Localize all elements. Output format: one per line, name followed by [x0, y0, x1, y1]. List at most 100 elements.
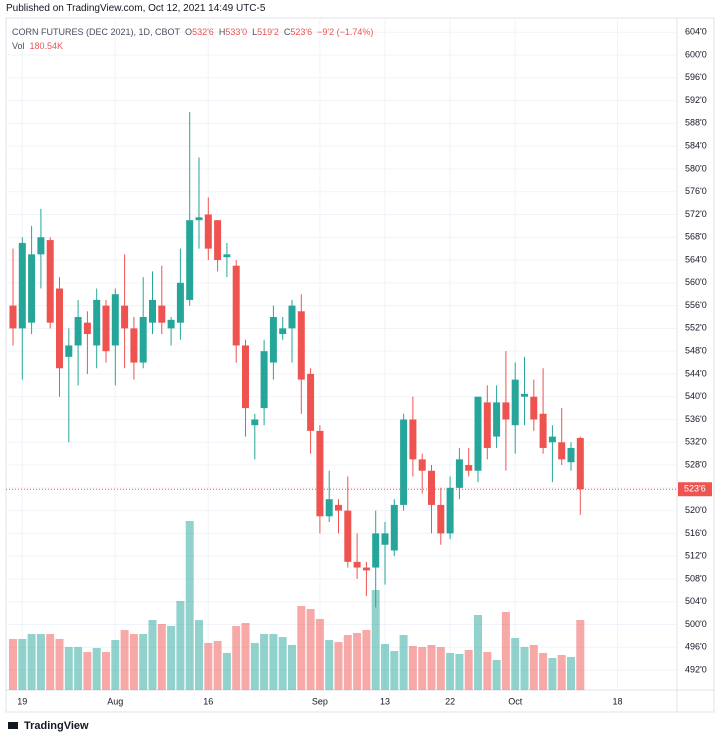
volume-bar — [315, 618, 324, 690]
volume-bar — [408, 646, 417, 690]
candle-body — [93, 299, 101, 346]
candle-body — [474, 396, 482, 471]
candle-body — [400, 419, 408, 505]
candle-body — [409, 419, 417, 460]
volume-bar — [446, 652, 455, 690]
x-tick-label: 13 — [380, 696, 390, 706]
candle-body — [372, 533, 380, 568]
volume-bar — [325, 639, 334, 690]
candle-body — [548, 436, 556, 443]
legend-value: 532'6 — [192, 27, 214, 37]
candle-body — [195, 217, 203, 221]
volume-bar — [576, 620, 585, 690]
volume-bar — [148, 619, 157, 690]
volume-bar — [204, 642, 213, 690]
volume-bar — [185, 521, 194, 690]
y-tick-label: 584'0 — [685, 141, 707, 151]
volume-bar — [483, 652, 492, 690]
candle-body — [483, 402, 491, 448]
candle-body — [437, 504, 445, 534]
candle-body — [418, 459, 426, 471]
volume-bar — [27, 633, 36, 690]
candle-body — [381, 533, 389, 545]
volume-bar — [241, 622, 250, 690]
y-tick-label: 580'0 — [685, 163, 707, 173]
legend-change: −9'2 (−1.74%) — [317, 27, 374, 37]
volume-bar — [297, 606, 306, 690]
grid — [6, 18, 677, 690]
y-tick-label: 564'0 — [685, 254, 707, 264]
legend-value: 523'6 — [290, 27, 313, 37]
volume-bar — [195, 619, 203, 690]
legend-value: 180.54K — [29, 41, 64, 51]
candle-body — [446, 487, 454, 534]
candle-body — [502, 402, 510, 420]
candle-body — [428, 470, 435, 505]
y-tick-label: 540'0 — [685, 391, 707, 401]
legend-key: L — [252, 27, 258, 37]
y-tick-label: 532'0 — [685, 437, 707, 447]
volume-bar — [222, 652, 231, 690]
candle-body — [307, 373, 315, 431]
legend-row: Vol 180.54K — [12, 39, 373, 53]
candle-body — [530, 396, 538, 420]
volume-bar — [278, 637, 287, 690]
volume-bar — [74, 646, 83, 690]
y-tick-label: 560'0 — [685, 277, 707, 287]
y-tick-label: 528'0 — [685, 459, 707, 469]
candle-body — [511, 379, 519, 426]
brand: TradingView — [24, 720, 89, 732]
candle-body — [362, 567, 370, 571]
legend: CORN FUTURES (DEC 2021), 1D, CBOT O532'6… — [12, 25, 373, 53]
legend-value: 533'0 — [225, 27, 248, 37]
candle-body — [158, 305, 166, 323]
candle-body — [74, 316, 82, 346]
y-tick-label: 512'0 — [685, 551, 707, 561]
y-tick-label: 552'0 — [685, 323, 707, 333]
y-tick-label: 508'0 — [685, 573, 707, 583]
y-tick-label: 504'0 — [685, 596, 707, 606]
legend-key: Vol — [12, 41, 25, 51]
volume-bar — [102, 652, 110, 690]
published-note: Published on TradingView.com, Oct 12, 20… — [6, 3, 266, 14]
candle-body — [455, 459, 463, 488]
x-tick-label: 22 — [445, 696, 455, 706]
candle-body — [9, 305, 17, 329]
volume-bar — [18, 638, 27, 690]
volume-bar — [334, 642, 343, 690]
volume-bar — [213, 641, 222, 690]
volume-bar — [567, 657, 575, 690]
volume-bar — [36, 633, 45, 690]
x-tick-label: Sep — [312, 696, 328, 706]
volume-bar — [455, 653, 464, 690]
volume-bar — [390, 651, 399, 690]
y-tick-label: 544'0 — [685, 368, 707, 378]
legend-row: CORN FUTURES (DEC 2021), 1D, CBOT O532'6… — [12, 25, 373, 39]
candle-body — [576, 438, 584, 490]
legend-value: 519'2 — [257, 27, 279, 37]
y-tick-label: 600'0 — [685, 49, 707, 59]
candle-body — [18, 242, 26, 329]
volume-bar — [501, 612, 510, 690]
volume-bar — [436, 646, 445, 690]
y-tick-label: 568'0 — [685, 232, 707, 242]
volume-bar — [511, 637, 520, 690]
volume-bar — [120, 629, 129, 690]
volume-bar — [548, 657, 557, 690]
x-tick-label: Oct — [508, 696, 523, 706]
candle-body — [335, 504, 342, 511]
candle-body — [121, 305, 129, 329]
candle-body — [102, 305, 110, 352]
legend-key: H — [218, 27, 226, 37]
y-tick-label: 536'0 — [685, 414, 707, 424]
y-tick-label: 596'0 — [685, 72, 707, 82]
candle-body — [242, 345, 249, 409]
candle-body — [223, 254, 231, 258]
volume-bar — [92, 647, 101, 690]
candle-body — [46, 240, 54, 323]
volume-bar — [111, 639, 120, 690]
candle-body — [325, 499, 333, 517]
candle-body — [176, 282, 184, 323]
legend-key: C — [283, 27, 291, 37]
